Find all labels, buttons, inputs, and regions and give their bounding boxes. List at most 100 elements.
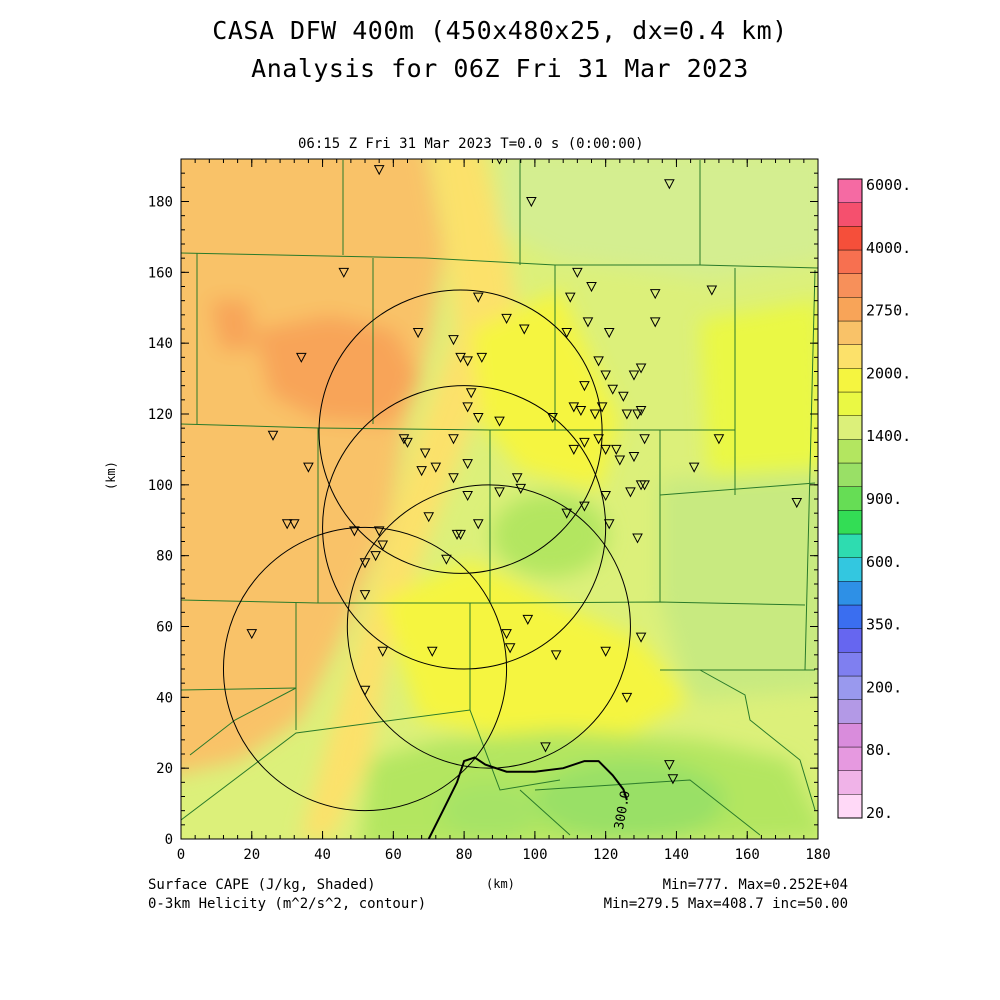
x-tick-label: 60	[385, 847, 402, 863]
station-marker	[359, 685, 371, 696]
x-tick-label: 100	[522, 847, 547, 863]
colorbar-label: 2000.	[866, 364, 911, 382]
station-marker	[664, 760, 675, 771]
station-marker	[649, 317, 661, 328]
station-marker	[246, 629, 258, 640]
colorbar-swatch	[837, 439, 863, 464]
station-marker	[349, 526, 360, 537]
station-marker	[635, 632, 647, 643]
station-marker	[526, 197, 537, 208]
station-marker	[426, 646, 438, 657]
chart-title-line2: Analysis for 06Z Fri 31 Mar 2023	[251, 54, 749, 83]
station-marker	[706, 285, 718, 296]
station-marker	[649, 289, 661, 300]
station-marker	[504, 643, 516, 654]
helicity-stats: Min=279.5 Max=408.7 inc=50.00	[603, 896, 848, 912]
station-marker	[568, 444, 580, 455]
station-marker	[713, 434, 725, 445]
station-marker	[377, 646, 389, 657]
colorbar-swatch	[837, 249, 863, 274]
x-tick-label: 80	[456, 847, 473, 863]
station-marker	[494, 416, 505, 427]
station-marker	[628, 370, 640, 381]
station-marker	[561, 328, 573, 339]
station-marker	[575, 405, 587, 417]
county-boundaries	[181, 160, 818, 836]
station-marker	[586, 282, 597, 293]
station-marker	[550, 650, 562, 661]
station-marker	[465, 388, 477, 399]
radar-circle	[222, 526, 508, 812]
colorbar-swatch	[837, 202, 863, 227]
axes: 0 20 40 60 80 100 120 140 160 180 0 20 40 60 80 100 120 1…	[148, 158, 831, 863]
station-marker	[607, 384, 619, 395]
station-marker	[501, 313, 512, 324]
station-marker	[639, 434, 650, 445]
radar-circle	[318, 289, 603, 574]
colorbar-label: 1400.	[866, 427, 911, 445]
colorbar-swatch	[837, 297, 863, 322]
colorbar-swatch	[837, 770, 863, 795]
x-tick-label: 20	[243, 847, 260, 863]
station-marker	[540, 742, 551, 753]
y-tick-label: 40	[156, 690, 173, 706]
station-marker	[579, 437, 590, 448]
station-marker	[515, 483, 527, 494]
station-marker	[377, 540, 389, 551]
colorbar-swatch	[837, 581, 863, 606]
station-marker	[618, 391, 629, 402]
colorbar-swatch	[837, 320, 863, 345]
colorbar-swatch	[837, 652, 863, 677]
colorbar-swatch	[837, 368, 863, 393]
station-marker	[639, 480, 650, 491]
x-tick-label: 0	[177, 847, 185, 863]
radar-circle	[346, 484, 631, 769]
y-tick-label: 120	[148, 407, 173, 423]
colorbar-swatch	[837, 533, 863, 558]
valid-time-subtitle: 06:15 Z Fri 31 Mar 2023 T=0.0 s (0:00:00…	[298, 136, 644, 152]
station-marker	[600, 490, 611, 502]
station-marker	[572, 267, 583, 278]
colorbar-label: 4000.	[866, 239, 911, 257]
station-marker	[462, 356, 473, 367]
station-marker	[614, 455, 626, 466]
station-marker	[688, 462, 700, 473]
helicity-contour-line	[427, 756, 628, 839]
field-label-cape: Surface CAPE (J/kg, Shaded)	[148, 877, 376, 893]
radar-circle	[322, 385, 607, 670]
colorbar-label: 20.	[866, 804, 893, 822]
station-marker	[603, 519, 615, 530]
radar-coverage-circles	[222, 289, 631, 812]
colorbar-label: 900.	[866, 490, 902, 508]
station-marker	[472, 519, 484, 530]
station-marker	[547, 413, 558, 424]
station-marker	[303, 462, 314, 473]
station-marker	[455, 352, 466, 363]
station-marker	[635, 405, 647, 417]
station-marker	[610, 444, 622, 455]
station-marker	[518, 324, 530, 335]
station-marker	[600, 444, 611, 455]
colorbar-label: 200.	[866, 678, 902, 696]
station-marker	[564, 292, 576, 303]
station-marker	[628, 452, 640, 463]
station-marker	[621, 409, 633, 420]
station-marker	[441, 554, 452, 565]
station-marker	[402, 437, 413, 448]
station-marker	[267, 430, 279, 441]
chart-title-line1: CASA DFW 400m (450x480x25, dx=0.4 km)	[212, 16, 788, 45]
station-marker	[791, 498, 803, 509]
y-tick-label: 140	[148, 336, 173, 352]
station-marker	[596, 402, 608, 413]
x-tick-label: 120	[593, 847, 618, 863]
colorbar: 6000. 4000. 2750. 2000. 1400. 900. 600. 350. 200…	[837, 176, 911, 822]
y-tick-label: 0	[165, 832, 173, 848]
station-marker	[370, 551, 381, 562]
x-tick-label: 160	[735, 847, 760, 863]
station-marker	[288, 519, 300, 530]
station-marker	[632, 409, 643, 420]
colorbar-label: 2750.	[866, 302, 911, 320]
station-marker	[398, 434, 410, 445]
station-marker	[600, 646, 611, 657]
